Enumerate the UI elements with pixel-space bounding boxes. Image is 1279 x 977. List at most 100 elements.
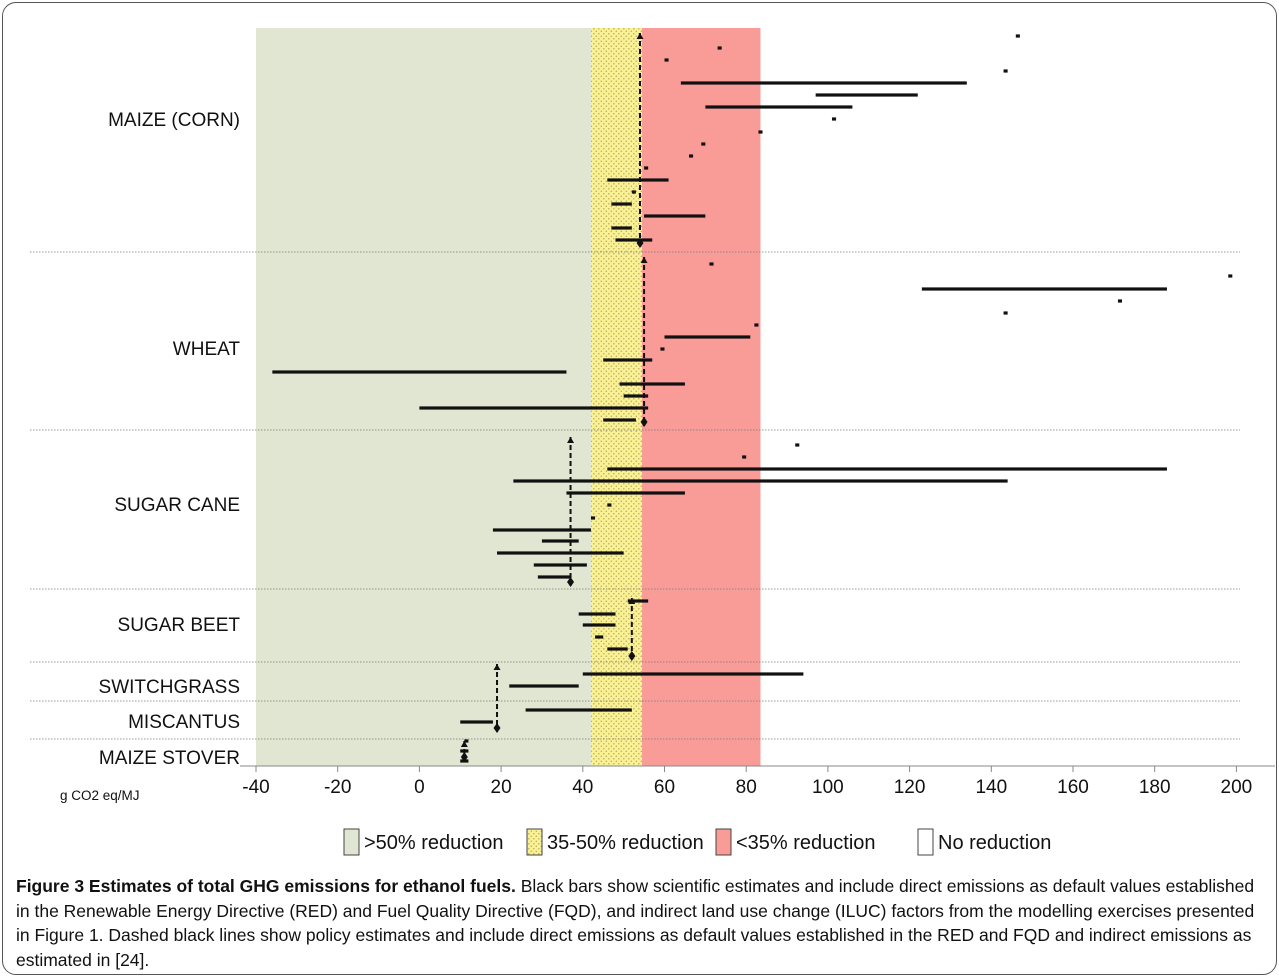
legend-swatch-3 [917, 828, 934, 856]
x-tick-label-0: -40 [242, 777, 269, 798]
zone-2 [642, 28, 761, 766]
estimate-bar-0-0 [1015, 34, 1020, 38]
estimate-bar-1-13 [603, 418, 636, 422]
estimate-bar-1-5 [754, 323, 759, 327]
zone-3 [760, 28, 1237, 766]
estimate-bar-2-9 [497, 551, 624, 555]
policy-diamond-0 [636, 238, 644, 248]
estimate-bar-1-6 [664, 335, 751, 339]
legend-label-2: <35% reduction [736, 832, 876, 854]
estimate-bar-2-4 [566, 491, 685, 495]
estimate-bar-4-0 [582, 672, 804, 676]
policy-lines [460, 33, 648, 762]
estimate-bar-3-4 [607, 647, 628, 651]
estimate-bar-0-10 [689, 154, 694, 158]
policy-arrow-top-6 [460, 741, 468, 747]
estimate-bar-0-17 [615, 238, 653, 242]
estimate-bar-0-6 [705, 105, 853, 109]
estimate-bar-3-0 [627, 599, 649, 603]
group-separators [30, 251, 1240, 740]
estimate-bar-0-2 [664, 58, 669, 62]
policy-diamond-3 [628, 651, 636, 661]
estimate-bar-1-1 [1228, 274, 1233, 278]
estimate-bar-1-9 [272, 370, 567, 374]
estimate-bar-1-0 [709, 262, 714, 266]
estimate-bar-1-10 [619, 382, 685, 386]
estimate-bar-6-0 [464, 739, 469, 743]
x-tick-label-10: 160 [1057, 777, 1089, 798]
estimate-bar-0-13 [631, 190, 636, 194]
estimate-bar-2-2 [607, 467, 1167, 471]
ghg-range-chart: MAIZE (CORN) WHEAT SUGAR CANE SUGAR BEET SWI… [30, 28, 1275, 856]
x-axis: -40 -20 0 20 40 60 80 100 120 140 160 180 200 [240, 765, 1275, 798]
estimate-bar-0-3 [1003, 69, 1008, 73]
estimate-bar-2-6 [590, 516, 596, 520]
caption-title: Figure 3 Estimates of total GHG emission… [16, 876, 516, 896]
policy-arrow-top-3 [628, 598, 636, 604]
estimate-bar-5-1 [460, 720, 493, 724]
x-tick-label-4: 40 [572, 777, 593, 798]
estimate-bar-0-12 [607, 178, 669, 182]
estimate-bar-2-1 [742, 455, 747, 459]
x-tick-label-12: 200 [1221, 777, 1253, 798]
estimate-bar-3-3 [595, 635, 604, 639]
x-tick-label-8: 120 [894, 777, 926, 798]
group-label-1: WHEAT [173, 339, 241, 360]
estimate-bar-3-1 [578, 612, 616, 616]
x-axis-unit-label: g CO2 eq/MJ [60, 788, 140, 803]
estimate-bar-1-3 [1117, 299, 1123, 303]
policy-diamond-2 [567, 577, 575, 587]
estimate-bar-2-3 [513, 479, 1008, 483]
reduction-zones [256, 28, 1237, 766]
x-tick-label-1: -20 [324, 777, 351, 798]
estimate-bar-2-8 [541, 539, 579, 543]
legend-label-3: No reduction [938, 832, 1051, 854]
estimate-bar-2-11 [537, 575, 571, 579]
estimate-bars [272, 34, 1233, 763]
legend-swatch-2 [715, 828, 732, 856]
estimate-bar-0-15 [644, 214, 706, 218]
estimate-bar-0-1 [717, 46, 722, 50]
policy-diamond-1 [640, 417, 648, 427]
legend-label-0: >50% reduction [364, 832, 504, 854]
group-label-2: SUGAR CANE [114, 495, 240, 516]
policy-arrow-top-1 [640, 257, 648, 263]
x-tick-label-9: 140 [975, 777, 1007, 798]
estimate-bar-0-7 [831, 117, 837, 121]
estimate-bar-1-2 [921, 287, 1167, 291]
estimate-bar-0-16 [611, 226, 632, 230]
legend-label-1: 35-50% reduction [547, 832, 704, 854]
estimate-bar-0-8 [758, 130, 763, 134]
policy-arrow-top-2 [567, 437, 575, 443]
estimate-bar-3-2 [582, 623, 616, 627]
estimate-bar-1-12 [419, 406, 649, 410]
estimate-bar-0-14 [611, 202, 632, 206]
x-tick-label-11: 180 [1139, 777, 1171, 798]
x-tick-label-5: 60 [654, 777, 675, 798]
caption-text: Black bars show scientific estimates and… [16, 876, 1255, 970]
group-label-5: MISCANTUS [128, 712, 240, 733]
estimate-bar-1-7 [660, 347, 665, 351]
group-label-3: SUGAR BEET [118, 615, 241, 636]
estimate-bar-0-11 [644, 166, 649, 170]
figure-caption: Figure 3 Estimates of total GHG emission… [16, 874, 1266, 972]
x-tick-label-6: 80 [736, 777, 757, 798]
legend: >50% reduction 35-50% reduction <35% reduc… [343, 828, 1051, 856]
group-label-6: MAIZE STOVER [99, 748, 240, 769]
legend-swatch-0 [343, 828, 360, 856]
estimate-bar-4-1 [509, 684, 579, 688]
estimate-bar-0-9 [701, 142, 706, 146]
x-tick-label-3: 20 [491, 777, 512, 798]
group-label-0: MAIZE (CORN) [108, 110, 240, 131]
estimate-bar-0-5 [815, 93, 918, 97]
x-tick-label-2: 0 [414, 777, 425, 798]
estimate-bar-2-5 [607, 503, 612, 507]
policy-arrow-top-0 [636, 33, 644, 39]
estimate-bar-2-7 [492, 528, 591, 532]
policy-diamond-6 [460, 752, 468, 762]
estimate-bar-0-4 [680, 81, 967, 85]
group-label-4: SWITCHGRASS [99, 677, 240, 698]
estimate-bar-1-11 [623, 394, 649, 398]
estimate-bar-1-8 [603, 358, 653, 362]
estimate-bar-2-10 [533, 563, 587, 567]
